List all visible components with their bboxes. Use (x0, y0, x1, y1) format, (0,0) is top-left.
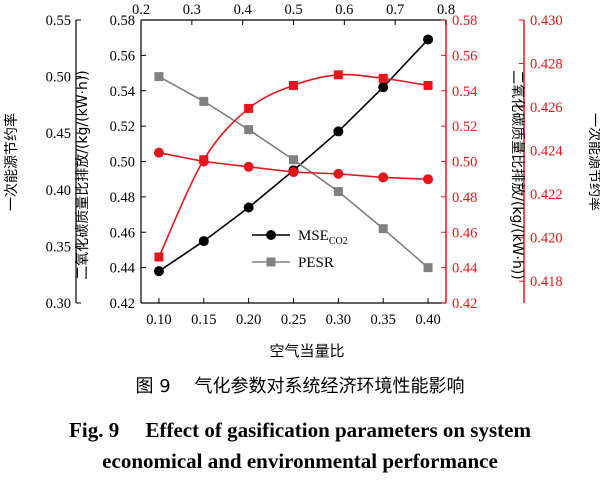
series-2-point (244, 103, 254, 113)
series-2-point (423, 80, 433, 90)
left-tick-label: 0.30 (46, 296, 71, 312)
inner-right-tick-label: 0.54 (452, 84, 478, 100)
legend-pesr-marker (266, 257, 276, 267)
series-1-point (378, 224, 388, 234)
right-tick-label: 0.418 (530, 274, 563, 290)
top-x-tick-label: 0.7 (386, 2, 404, 18)
legend-mse-sub: CO2 (329, 236, 348, 247)
right-tick-label: 0.420 (530, 231, 563, 247)
series-3-point (288, 167, 299, 178)
right-tick-label: 0.428 (530, 57, 563, 73)
legend: MSECO2 PESR (252, 228, 348, 271)
caption-chinese: 图 9 气化参数对系统经济环境性能影响 (135, 376, 465, 397)
series-0-point (378, 82, 389, 93)
inner-left-tick-label: 0.46 (110, 225, 135, 241)
right-tick-label: 0.424 (530, 144, 563, 160)
inner-left-tick-label: 0.44 (110, 261, 136, 277)
series-1-point (333, 187, 343, 197)
x-tick-label: 0.10 (146, 312, 171, 328)
left-tick-label: 0.40 (46, 183, 71, 199)
series-2-point (333, 70, 343, 80)
series-3-point (423, 174, 434, 185)
left-tick-label: 0.35 (46, 239, 71, 255)
inner-right-tick-label: 0.56 (452, 48, 477, 64)
inner-left-tick-label: 0.52 (110, 119, 135, 135)
series-1-point (154, 72, 164, 82)
caption-english-line1: Fig. 9 Effect of gasification parameters… (69, 418, 531, 442)
series-1-point (423, 263, 433, 273)
series-2-point (289, 80, 298, 90)
series-0-point (243, 202, 254, 213)
series-2-point (154, 252, 164, 262)
series-3-point (198, 156, 209, 167)
inner-right-tick-label: 0.48 (452, 190, 477, 206)
left-tick-label: 0.50 (46, 70, 71, 86)
right-axis-label: 一次能源节约率 (586, 113, 600, 211)
x-tick-label: 0.35 (371, 312, 396, 328)
series-1-point (244, 125, 254, 135)
series-layer (153, 34, 434, 277)
left-tick-label: 0.55 (46, 13, 71, 29)
right-tick-label: 0.430 (530, 13, 563, 29)
series-3-point (378, 172, 389, 183)
x-tick-label: 0.20 (236, 312, 261, 328)
chart: 0.10 0.15 0.20 0.25 0.30 0.35 0.40 0.2 0.3 0.4 0.5… (3, 2, 600, 360)
inner-left-tick-label: 0.42 (110, 296, 135, 312)
x-tick-label: 0.30 (326, 312, 351, 328)
inner-right-tick-label: 0.50 (452, 155, 477, 171)
x-tick-label: 0.25 (281, 312, 306, 328)
right-tick-label: 0.422 (530, 187, 563, 203)
top-x-tick-label: 0.2 (132, 2, 150, 18)
top-x-tick-label: 0.6 (335, 2, 353, 18)
inner-left-axis-label: 二氧化碳质量比排放/(kg/(kW·h)) (75, 70, 91, 280)
top-x-tick-label: 0.8 (437, 2, 455, 18)
inner-right-tick-label: 0.58 (452, 13, 477, 29)
series-3-point (333, 168, 344, 179)
inner-left-tick-label: 0.54 (110, 84, 136, 100)
legend-mse-label: MSECO2 (298, 228, 348, 247)
series-0-point (153, 266, 164, 277)
x-axis-label: 空气当量比 (269, 342, 344, 360)
legend-mse-main: MSE (298, 228, 329, 244)
inner-right-tick-label: 0.46 (452, 225, 477, 241)
left-axis-label: 一次能源节约率 (3, 113, 20, 211)
series-3-point (243, 161, 254, 172)
axis-ticks: 0.10 0.15 0.20 0.25 0.30 0.35 0.40 0.2 0.3 0.4 0.5… (46, 2, 564, 328)
left-tick-label: 0.45 (46, 126, 71, 142)
x-tick-label: 0.15 (191, 312, 216, 328)
series-1-point (289, 155, 298, 165)
series-0-point (198, 236, 209, 247)
inner-left-tick-label: 0.56 (110, 48, 135, 64)
top-x-tick-label: 0.4 (234, 2, 253, 18)
inner-left-tick-label: 0.50 (110, 155, 135, 171)
inner-right-tick-label: 0.44 (452, 261, 478, 277)
top-x-tick-label: 0.3 (183, 2, 201, 18)
right-tick-label: 0.426 (530, 100, 563, 116)
top-x-tick-label: 0.5 (284, 2, 302, 18)
series-3-point (153, 147, 164, 158)
series-0-point (333, 126, 344, 137)
inner-left-tick-label: 0.58 (110, 13, 135, 29)
inner-right-tick-label: 0.52 (452, 119, 477, 135)
caption-english-line2: economical and environmental performance (102, 449, 498, 473)
inner-right-axis-label: 二氧化碳质量比排放/(kg/(kW·h)) (509, 70, 525, 280)
x-tick-label: 0.40 (415, 312, 440, 328)
series-2-point (378, 73, 388, 83)
series-1-point (199, 96, 209, 106)
legend-pesr-label: PESR (298, 255, 334, 271)
inner-left-tick-label: 0.48 (110, 190, 135, 206)
series-0-point (423, 34, 434, 45)
legend-mse-marker (266, 230, 276, 240)
inner-right-tick-label: 0.42 (452, 296, 477, 312)
